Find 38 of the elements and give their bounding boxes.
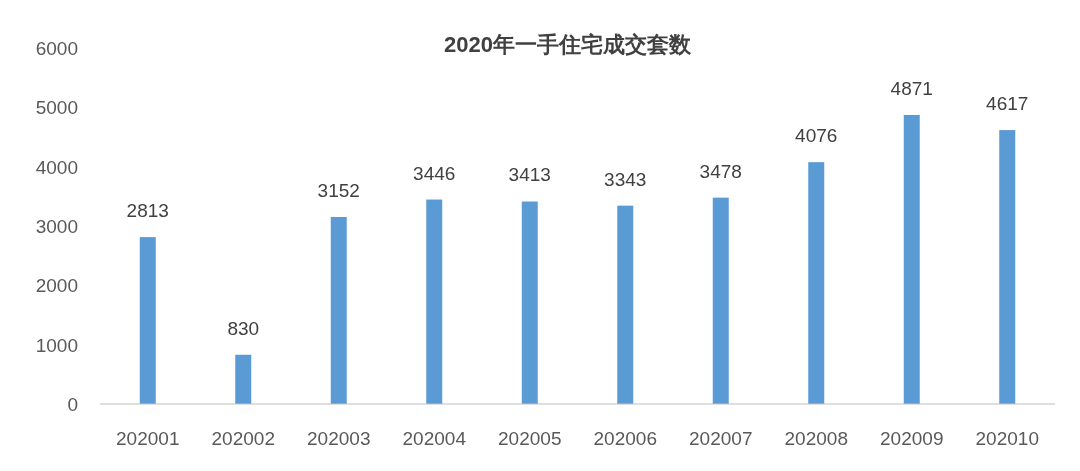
x-tick-label: 202009 xyxy=(880,428,944,449)
data-label: 3446 xyxy=(413,162,456,184)
chart-title: 2020年一手住宅成交套数 xyxy=(444,32,692,57)
bar xyxy=(330,216,347,404)
bar xyxy=(426,199,443,404)
y-tick-label: 0 xyxy=(67,394,78,415)
x-tick-label: 202006 xyxy=(593,428,657,449)
data-label: 3478 xyxy=(699,160,742,182)
data-label: 4076 xyxy=(795,125,838,147)
data-label: 4871 xyxy=(890,77,933,99)
x-tick-label: 202003 xyxy=(307,428,371,449)
x-tick-label: 202007 xyxy=(689,428,753,449)
data-label: 2813 xyxy=(126,200,169,222)
data-label: 3413 xyxy=(508,164,551,186)
bar xyxy=(999,130,1016,404)
y-tick-label: 1000 xyxy=(35,334,78,356)
x-tick-label: 202005 xyxy=(498,428,562,449)
y-tick-label: 6000 xyxy=(35,38,78,59)
x-tick-label: 202001 xyxy=(116,428,180,449)
bar xyxy=(903,114,920,404)
data-label: 4617 xyxy=(986,93,1029,115)
bar xyxy=(235,354,252,404)
bar xyxy=(712,197,729,404)
bar xyxy=(617,205,634,404)
bar xyxy=(139,237,156,404)
x-tick-label: 202010 xyxy=(975,428,1039,449)
y-tick-label: 4000 xyxy=(35,156,78,178)
x-tick-label: 202008 xyxy=(784,428,848,449)
data-label: 3343 xyxy=(604,168,647,190)
y-tick-label: 5000 xyxy=(35,97,78,119)
y-tick-label: 3000 xyxy=(35,216,78,237)
x-tick-label: 202004 xyxy=(402,428,467,449)
bar xyxy=(521,201,538,404)
data-label: 3152 xyxy=(317,179,360,201)
y-tick-label: 2000 xyxy=(35,275,78,297)
data-label: 830 xyxy=(227,317,260,339)
x-tick-label: 202002 xyxy=(211,428,275,449)
bar xyxy=(808,162,825,404)
